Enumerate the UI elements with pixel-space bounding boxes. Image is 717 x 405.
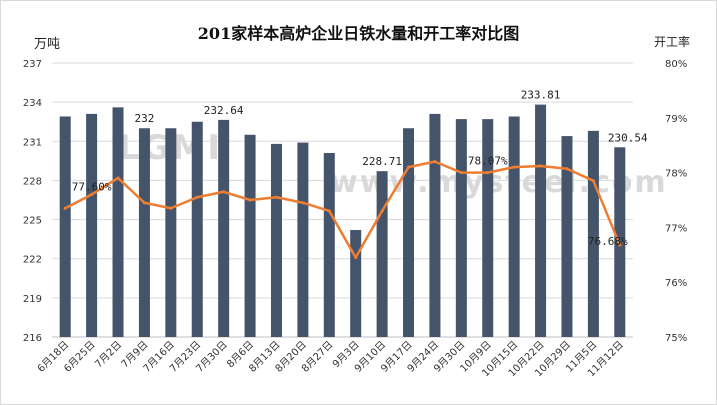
line-point: [222, 190, 226, 194]
line-data-label: 78.07%: [468, 155, 508, 168]
y-left-tick-label: 225: [23, 216, 42, 227]
x-tick-label: 7月2日: [93, 339, 125, 371]
line-point: [195, 195, 199, 199]
bar: [455, 119, 467, 337]
line-point: [591, 179, 595, 183]
y-left-tick-label: 228: [23, 176, 42, 187]
y-left-tick-label: 216: [23, 333, 42, 344]
bar: [323, 153, 335, 337]
bar-data-label: 230.54: [608, 131, 648, 144]
line-point: [538, 164, 543, 168]
bar-data-label: 232.64: [204, 104, 244, 117]
bar: [429, 113, 441, 337]
line-point: [354, 255, 358, 260]
line-point: [512, 165, 516, 169]
bar: [59, 116, 71, 337]
bar: [482, 119, 494, 337]
line-data-label: 76.68%: [588, 235, 628, 248]
bar: [587, 130, 599, 337]
y-left-tick-label: 231: [23, 137, 42, 148]
bar-data-label: 228.71: [362, 155, 402, 168]
line-point: [380, 209, 384, 213]
line-point: [248, 198, 252, 202]
bar: [403, 128, 415, 337]
y-right-tick-label: 77%: [665, 223, 687, 234]
y-left-tick-label: 237: [23, 59, 42, 70]
y-right-tick-label: 78%: [665, 169, 687, 180]
line-point: [327, 209, 331, 213]
bar: [165, 128, 177, 337]
bar: [535, 104, 547, 337]
bar: [218, 119, 230, 337]
y-right-tick-label: 75%: [665, 333, 687, 344]
y-right-tick-label: 79%: [665, 114, 687, 125]
line-point: [63, 206, 67, 210]
y-right-tick-label: 76%: [665, 278, 687, 289]
line-point: [116, 176, 120, 180]
bar: [297, 142, 309, 337]
line-point: [142, 201, 147, 205]
bar-data-label: 233.81: [521, 89, 561, 102]
bar: [350, 230, 362, 337]
left-unit-label: 万吨: [34, 37, 61, 52]
line-point: [406, 165, 411, 169]
right-unit-label: 开工率: [654, 35, 691, 49]
bar: [86, 113, 98, 337]
line-point: [301, 201, 305, 205]
line-point: [486, 171, 490, 175]
line-point: [459, 171, 463, 175]
bar-data-label: 232: [134, 112, 154, 125]
bar: [561, 136, 573, 337]
line-series: [64, 160, 621, 259]
bar: [508, 116, 520, 337]
line-point: [274, 195, 279, 199]
bar: [270, 143, 282, 337]
line-point: [565, 167, 569, 171]
y-right-tick-label: 80%: [665, 59, 687, 70]
bar: [112, 107, 124, 337]
line-point: [90, 192, 94, 197]
y-left-tick-label: 234: [23, 98, 42, 109]
bar: [244, 134, 256, 337]
bar: [138, 128, 150, 337]
bar: [376, 171, 388, 337]
line-point: [618, 243, 622, 247]
line-point: [433, 160, 437, 164]
line-point: [169, 206, 173, 210]
y-left-tick-label: 222: [23, 255, 42, 266]
bar: [191, 121, 203, 337]
y-left-tick-label: 219: [23, 294, 42, 305]
line-data-label: 77.60%: [72, 181, 112, 194]
chart-title: 201家样本高炉企业日铁水量和开工率对比图: [197, 24, 520, 43]
